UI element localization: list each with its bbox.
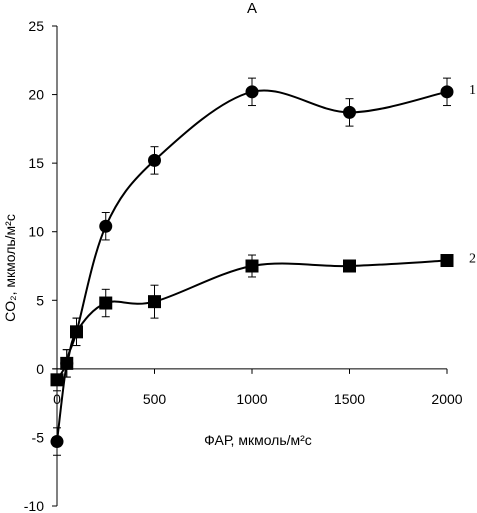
y-tick-label: 10 xyxy=(28,224,44,240)
series-1-point xyxy=(245,85,259,99)
y-tick-label: 15 xyxy=(28,155,44,171)
x-tick-label: 500 xyxy=(143,391,167,407)
series-1-point xyxy=(440,85,454,99)
y-tick-label: 0 xyxy=(36,361,44,377)
x-axis-title: ФАР, мкмоль/м²с xyxy=(204,432,312,448)
series-2-point xyxy=(440,254,454,268)
series-1-point xyxy=(50,435,64,449)
series-2-point xyxy=(245,259,259,273)
y-tick-label: -5 xyxy=(32,429,45,445)
plot-area: -10 -5 0 5 10 15 20 25 0 500 1000 1500 2000 1 2 xyxy=(24,18,476,513)
series-2-point xyxy=(343,259,356,273)
chart-title: A xyxy=(247,0,257,17)
series-2-label: 2 xyxy=(469,252,476,267)
series-2-point xyxy=(99,296,113,310)
series-1-label: 1 xyxy=(469,83,476,98)
x-tick-label: 1000 xyxy=(236,391,267,407)
x-tick-label: 1500 xyxy=(334,391,365,407)
series-2-point xyxy=(148,295,161,309)
y-tick-label: 20 xyxy=(28,87,44,103)
y-tick-label: 5 xyxy=(36,292,44,308)
series-2-point xyxy=(60,356,74,370)
series-2-line xyxy=(56,259,448,381)
series-1-point xyxy=(148,153,161,167)
x-tick-label: 0 xyxy=(53,391,61,407)
series-1-point xyxy=(343,105,356,119)
series-1-point xyxy=(99,219,113,233)
x-tick-label: 2000 xyxy=(431,391,462,407)
series-2-point xyxy=(70,325,83,339)
series-2-point xyxy=(50,373,64,387)
y-axis-title: CO₂, мкмоль/м²с xyxy=(2,214,18,322)
y-tick-label: -10 xyxy=(24,498,44,513)
y-tick-label: 25 xyxy=(28,18,44,34)
